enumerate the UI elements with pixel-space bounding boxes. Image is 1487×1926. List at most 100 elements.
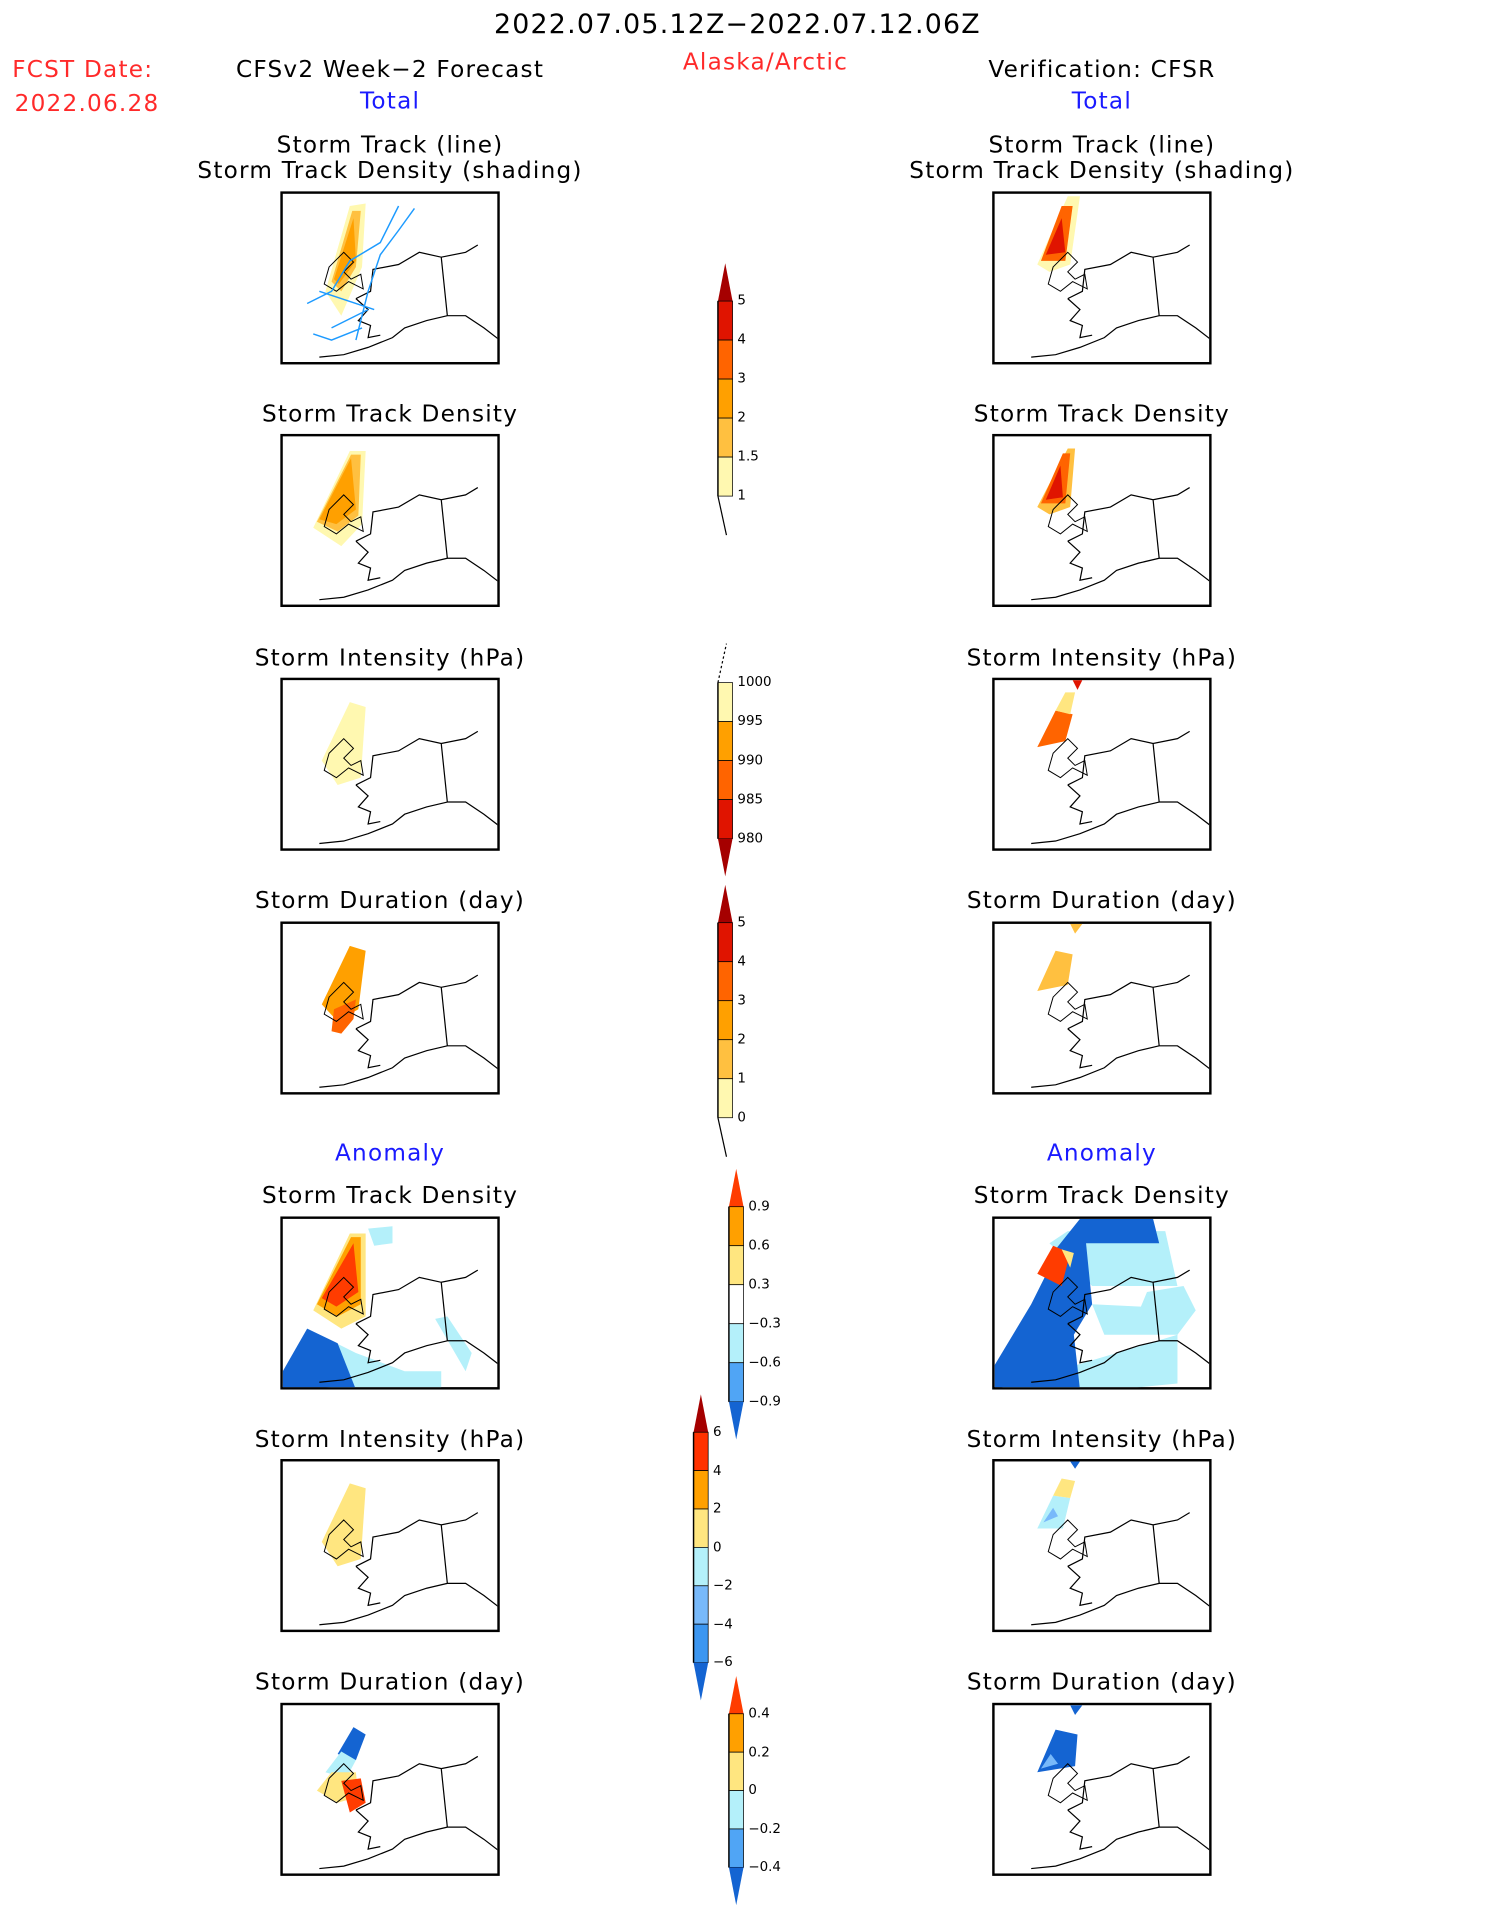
left-anomaly-label: Anomaly [334,1139,446,1167]
colorbar-tick-label: −0.3 [748,1315,781,1332]
colorbar-band [717,922,733,963]
right-anomaly-label: Anomaly [1046,1139,1157,1167]
colorbar-tick-label: 0.9 [748,1198,770,1215]
panel-title: Storm Intensity (hPa) [254,644,526,672]
colorbar-band [717,300,733,341]
map-panel-forecast-track [280,191,500,365]
map-panel-verification-aint [992,1459,1212,1633]
shading-region [337,1727,366,1761]
colorbar-tick-label: −0.9 [748,1393,781,1410]
map-panel-verification-dens [992,433,1212,608]
island-outline [323,737,364,779]
shading-region [1037,950,1073,991]
fcst-date-label: FCST Date: [12,56,154,83]
colorbar-band [717,339,733,380]
colorbar-tick-label: −6 [713,1654,733,1670]
map-panel-forecast-int [280,677,500,851]
map-panel-verification-adur [992,1702,1212,1876]
coastline [1031,244,1210,358]
colorbar-tick-label: 2 [713,1500,722,1517]
island-outline [1047,251,1088,292]
shading-region [1061,1249,1074,1268]
colorbar-band [717,1000,733,1041]
island-outline [323,494,364,535]
coastline [1031,1755,1210,1870]
island-outline [323,981,364,1023]
coastline [319,730,498,845]
shading-region [319,458,356,525]
right-title: Verification: CFSR [988,56,1216,83]
panel-title: Storm Track (line) [988,131,1216,159]
colorbar-tick-label: 5 [737,914,746,931]
colorbar-tick-label: 4 [737,953,746,970]
panel-title: Storm Track (line) [276,131,504,159]
colorbar-tick-label: 4 [737,331,746,348]
colorbar-extend-down [693,1662,709,1701]
shading-region [1055,692,1076,715]
shading-region [321,702,366,785]
colorbar-tick-label: −2 [713,1577,733,1594]
shading-region [1037,1705,1083,1773]
colorbar-tick-label: 5 [737,292,746,309]
shading-region [321,1483,366,1567]
colorbar-tick-label: −0.2 [748,1820,781,1837]
colorbar-extend-up [717,263,733,302]
shading-region [1037,1245,1071,1286]
colorbar-band [717,799,733,839]
colorbar-tick-label: 985 [737,791,764,807]
shading-region [333,218,356,285]
coastline [1031,730,1210,845]
colorbar-tick-label: 980 [737,830,764,846]
shading-region [1053,1478,1076,1499]
fcst-date: 2022.06.28 [14,90,160,118]
coastline [319,244,498,358]
map-panel-verification-int [992,677,1212,851]
coastline [319,1512,498,1626]
colorbar-band [717,1078,733,1119]
colorbar-band [693,1585,709,1625]
colorbar-extend-up [728,1675,744,1714]
map-panel-forecast-dur [280,921,500,1095]
colorbar-band [717,417,733,458]
island-outline [1047,494,1088,535]
left-title: CFSv2 Week−2 Forecast [235,56,545,83]
shading-region [1070,923,1083,934]
island-outline [1047,1519,1088,1560]
colorbar-band [693,1431,709,1471]
colorbar-band [717,682,733,722]
island-outline [1047,737,1088,779]
shading-region [1043,1507,1059,1523]
coastline [319,487,498,601]
panel-title: Storm Duration (day) [255,887,526,915]
colorbar-band [728,1323,744,1364]
colorbar-band [717,378,733,419]
colorbar-band [693,1470,709,1510]
colorbar-band [717,721,733,761]
coastline [1031,487,1210,601]
colorbar-tick-label: 1.5 [737,448,759,465]
colorbar-band [728,1790,744,1830]
map-panel-verification-dur [992,921,1212,1095]
colorbar-tick-label: 995 [737,713,764,729]
coastline [319,1269,498,1383]
colorbar-band [728,1713,744,1753]
colorbar-extend-down [717,838,733,877]
colorbar-tick-label: 0 [748,1782,757,1798]
shading-region [1045,465,1063,500]
coastline [1031,1512,1210,1626]
colorbar-tick-label: 0.4 [748,1705,770,1722]
colorbar-extend-up [717,884,733,923]
map-panel-verification-track [992,191,1212,365]
panel-title: Storm Duration (day) [966,1668,1237,1696]
colorbar-tick-label: 3 [737,992,746,1009]
colorbar-tick-label: 0.6 [748,1237,770,1254]
colorbar-band [728,1206,744,1247]
colorbar-band [693,1623,709,1663]
panel-title: Storm Intensity (hPa) [254,1426,526,1453]
map-panel-forecast-dens [280,433,500,608]
island-outline [1047,1763,1088,1804]
colorbar-tick-label: 0 [713,1538,722,1555]
panel-title: Storm Intensity (hPa) [966,644,1238,672]
shading-region [1072,680,1083,690]
